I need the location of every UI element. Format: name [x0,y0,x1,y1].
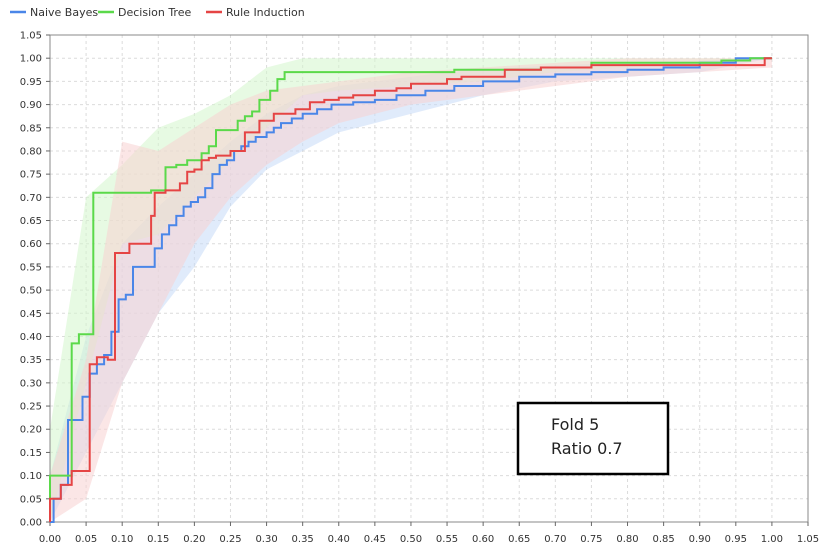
plot-frame [49,34,809,523]
y-tick-label: 0.05 [20,494,42,505]
y-tick-label: 0.40 [20,332,42,343]
y-tick-label: 0.10 [20,471,42,482]
x-tick-label: 0.55 [436,534,458,545]
x-tick-label: 0.75 [580,534,602,545]
y-tick-label: 0.70 [20,193,42,204]
y-tick-label: 1.00 [20,54,42,65]
x-tick-label: 0.00 [39,534,61,545]
legend-label-decision-tree: Decision Tree [118,6,191,19]
x-tick-label: 0.95 [725,534,747,545]
series-line-rule-induction [49,57,772,522]
y-tick-label: 0.90 [20,100,42,111]
x-tick-label: 0.30 [255,534,277,545]
annotation-frame [516,401,670,476]
y-axis-ticks: 0.00 0.05 0.10 0.15 0.20 0.25 0.30 0.35 0.40 0.45… [20,31,50,529]
x-tick-label: 0.05 [75,534,97,545]
legend-label-rule-induction: Rule Induction [226,6,305,19]
y-tick-label: 0.95 [20,77,42,88]
x-tick-label: 0.85 [652,534,674,545]
legend-label-naive-bayes: Naive Bayes [30,6,98,19]
y-tick-label: 0.65 [20,216,42,227]
y-tick-label: 0.00 [20,518,42,529]
y-tick-label: 1.05 [20,31,42,42]
band-rule-induction [50,58,772,522]
x-tick-label: 0.40 [328,534,350,545]
y-tick-label: 0.55 [20,262,42,273]
annotation-line: Ratio 0.7 [551,439,623,458]
legend: Naive Bayes Decision Tree Rule Induction [10,6,305,19]
x-tick-label: 0.25 [219,534,241,545]
annotation-box: Fold 5 Ratio 0.7 [516,401,670,476]
y-tick-label: 0.75 [20,170,42,181]
x-tick-label: 1.05 [797,534,819,545]
annotation-line: Fold 5 [551,415,599,434]
x-tick-label: 0.80 [616,534,638,545]
y-tick-label: 0.30 [20,378,42,389]
axes [49,34,809,523]
y-tick-label: 0.20 [20,425,42,436]
x-tick-label: 1.00 [761,534,783,545]
x-tick-label: 0.70 [544,534,566,545]
y-tick-label: 0.25 [20,402,42,413]
y-tick-label: 0.45 [20,309,42,320]
y-tick-label: 0.50 [20,286,42,297]
series-line-naive-bayes [50,57,772,523]
y-tick-label: 0.35 [20,355,42,366]
x-tick-label: 0.50 [400,534,422,545]
confidence-bands [50,58,772,522]
y-tick-label: 0.15 [20,448,42,459]
x-axis-ticks: 0.00 0.05 0.10 0.15 0.20 0.25 0.30 0.35 0.40 0.45… [39,522,819,545]
x-tick-label: 0.45 [364,534,386,545]
x-tick-label: 0.60 [472,534,494,545]
x-tick-label: 0.15 [147,534,169,545]
y-tick-label: 0.60 [20,239,42,250]
x-tick-label: 0.20 [183,534,205,545]
x-tick-label: 0.10 [111,534,133,545]
series-lines [49,57,772,523]
y-tick-label: 0.80 [20,146,42,157]
y-tick-label: 0.85 [20,123,42,134]
x-tick-label: 0.65 [508,534,530,545]
x-tick-label: 0.35 [292,534,314,545]
x-tick-label: 0.90 [689,534,711,545]
